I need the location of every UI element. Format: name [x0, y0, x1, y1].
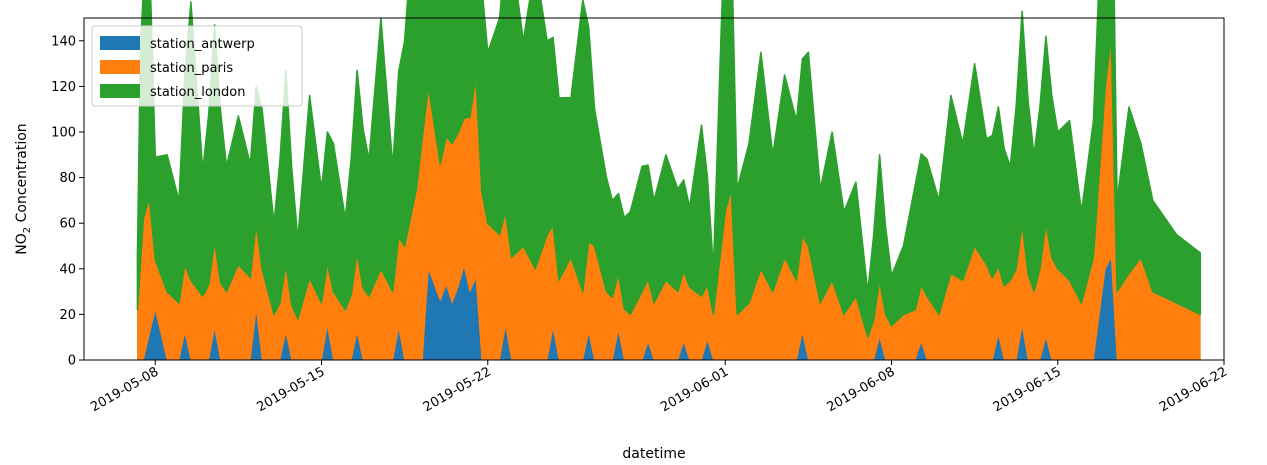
legend-swatch-station-antwerp: [100, 36, 140, 50]
y-tick-label: 100: [51, 126, 76, 141]
y-tick-label: 140: [51, 34, 76, 49]
y-tick-label: 60: [59, 217, 76, 232]
y-axis-label: NO2 Concentration: [14, 123, 33, 254]
legend-box: [91, 25, 303, 107]
y-tick-label: 40: [59, 262, 76, 277]
y-tick-label: 80: [59, 171, 76, 186]
x-axis-label: datetime: [622, 446, 685, 462]
legend-label-station-antwerp: station_antwerp: [150, 37, 255, 52]
legend-swatch-station-paris: [100, 60, 140, 74]
y-tick-label: 0: [68, 354, 76, 369]
y-axis-label-rest: Concentration: [14, 123, 30, 227]
y-tick-label: 20: [59, 308, 76, 323]
plot-frame: [83, 17, 1225, 361]
y-axis: 0 20 40 60 80 100 120 140: [51, 34, 84, 369]
y-tick-label: 120: [51, 80, 76, 95]
series-areas: [136, 0, 1202, 361]
legend-label-station-paris: station_paris: [150, 61, 233, 76]
legend: station_antwerp station_paris station_lond…: [91, 25, 303, 107]
series-area-station-london: [136, 0, 1202, 338]
legend-label-station-london: station_london: [150, 85, 246, 100]
y-axis-label-main: NO: [14, 233, 30, 255]
legend-swatch-station-london: [100, 84, 140, 98]
y-axis-label-subscript: 2: [22, 227, 33, 233]
